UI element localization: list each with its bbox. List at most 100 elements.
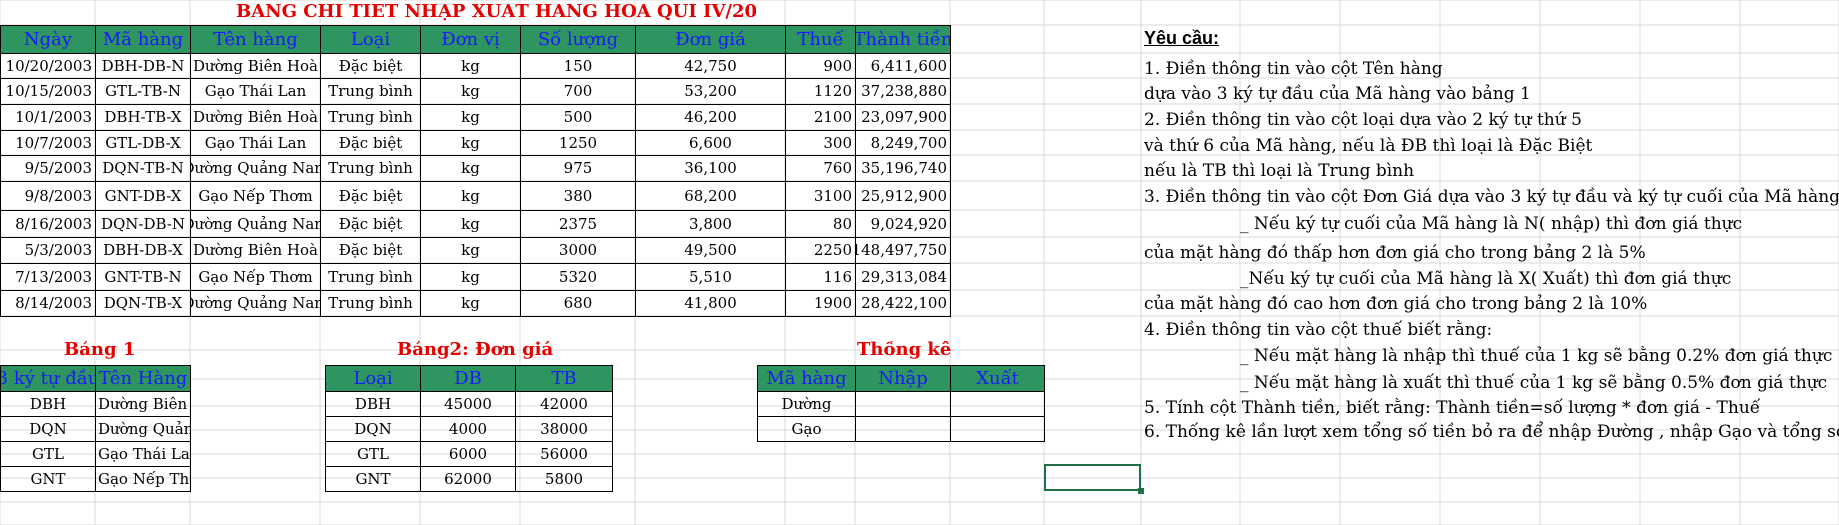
table-cell[interactable]: 23,097,900 bbox=[855, 104, 951, 131]
table-cell[interactable]: 8/16/2003 bbox=[0, 210, 96, 238]
table-cell[interactable]: Dường Biên Hoà bbox=[95, 391, 191, 417]
column-header[interactable]: Ngày bbox=[0, 25, 96, 54]
column-header[interactable]: TB bbox=[515, 365, 613, 392]
table-cell[interactable]: 3000 bbox=[520, 237, 636, 264]
table-cell[interactable]: 150 bbox=[520, 53, 636, 79]
table-cell[interactable]: Dường Biên Hoà bbox=[190, 237, 321, 264]
table-cell[interactable]: kg bbox=[420, 78, 521, 105]
table-cell[interactable]: 36,100 bbox=[635, 155, 786, 182]
active-cell-selection[interactable] bbox=[1044, 464, 1141, 491]
table-cell[interactable]: 6,411,600 bbox=[855, 53, 951, 79]
table-cell[interactable]: 5800 bbox=[515, 466, 613, 492]
column-header[interactable]: DB bbox=[420, 365, 516, 392]
column-header[interactable]: Mã hàng bbox=[95, 25, 191, 54]
table-cell[interactable]: GNT-TB-N bbox=[95, 263, 191, 291]
table-cell[interactable]: Gạo bbox=[757, 416, 856, 442]
table-cell[interactable]: 10/15/2003 bbox=[0, 78, 96, 105]
table-cell[interactable]: 53,200 bbox=[635, 78, 786, 105]
table-cell[interactable]: Dường Biên Hoà bbox=[190, 104, 321, 131]
table-cell[interactable]: 29,313,084 bbox=[855, 263, 951, 291]
table-cell[interactable]: 28,422,100 bbox=[855, 290, 951, 317]
column-header[interactable]: Nhập bbox=[855, 365, 951, 392]
table-cell[interactable]: Trung bình bbox=[320, 290, 421, 317]
column-header[interactable]: Thành tiền bbox=[855, 25, 951, 54]
table-cell[interactable]: 1900 bbox=[785, 290, 856, 317]
column-header[interactable]: Loại bbox=[325, 365, 421, 392]
table-cell[interactable]: 8,249,700 bbox=[855, 130, 951, 156]
table-cell[interactable]: 10/1/2003 bbox=[0, 104, 96, 131]
table-cell[interactable]: DQN bbox=[325, 416, 421, 442]
table-cell[interactable]: 1250 bbox=[520, 130, 636, 156]
table-cell[interactable]: 380 bbox=[520, 181, 636, 211]
table-cell[interactable]: 42000 bbox=[515, 391, 613, 417]
table-cell[interactable]: 1120 bbox=[785, 78, 856, 105]
table-cell[interactable]: kg bbox=[420, 290, 521, 317]
table-cell[interactable] bbox=[855, 416, 951, 442]
table-cell[interactable]: DBH bbox=[0, 391, 96, 417]
table-cell[interactable]: 10/7/2003 bbox=[0, 130, 96, 156]
table-cell[interactable]: GTL-TB-N bbox=[95, 78, 191, 105]
table-cell[interactable]: 4000 bbox=[420, 416, 516, 442]
table-cell[interactable]: DBH bbox=[325, 391, 421, 417]
table-cell[interactable]: 680 bbox=[520, 290, 636, 317]
table-cell[interactable]: Trung bình bbox=[320, 78, 421, 105]
table-cell[interactable]: DQN-TB-N bbox=[95, 155, 191, 182]
table-cell[interactable]: Trung bình bbox=[320, 263, 421, 291]
table-cell[interactable]: 6,600 bbox=[635, 130, 786, 156]
column-header[interactable]: Đơn giá bbox=[635, 25, 786, 54]
table-cell[interactable]: 900 bbox=[785, 53, 856, 79]
table-cell[interactable]: 80 bbox=[785, 210, 856, 238]
table-cell[interactable]: GNT bbox=[0, 466, 96, 492]
table-cell[interactable]: Gạo Thái Lan bbox=[95, 441, 191, 467]
table-cell[interactable]: 9/5/2003 bbox=[0, 155, 96, 182]
table-cell[interactable]: Gạo Nếp Thơm bbox=[95, 466, 191, 492]
table-cell[interactable]: 35,196,740 bbox=[855, 155, 951, 182]
table-cell[interactable]: 7/13/2003 bbox=[0, 263, 96, 291]
table-cell[interactable]: 700 bbox=[520, 78, 636, 105]
table-cell[interactable]: 38000 bbox=[515, 416, 613, 442]
table-cell[interactable]: DBH-TB-X bbox=[95, 104, 191, 131]
table-cell[interactable]: Dường Biên Hoà bbox=[190, 53, 321, 79]
table-cell[interactable] bbox=[855, 391, 951, 417]
table-cell[interactable]: Dường Quảng Nam bbox=[190, 210, 321, 238]
table-cell[interactable] bbox=[950, 391, 1045, 417]
table-cell[interactable]: kg bbox=[420, 104, 521, 131]
table-cell[interactable]: 25,912,900 bbox=[855, 181, 951, 211]
table-cell[interactable]: 116 bbox=[785, 263, 856, 291]
table-cell[interactable]: 6000 bbox=[420, 441, 516, 467]
table-cell[interactable]: 45000 bbox=[420, 391, 516, 417]
table-cell[interactable]: Gạo Nếp Thơm bbox=[190, 263, 321, 291]
table-cell[interactable]: Trung bình bbox=[320, 155, 421, 182]
column-header[interactable]: 3 ký tự đầu bbox=[0, 365, 96, 392]
table-cell[interactable]: DQN-TB-X bbox=[95, 290, 191, 317]
table-cell[interactable]: Đặc biệt bbox=[320, 237, 421, 264]
table-cell[interactable]: kg bbox=[420, 263, 521, 291]
column-header[interactable]: Loại bbox=[320, 25, 421, 54]
table-cell[interactable]: 8/14/2003 bbox=[0, 290, 96, 317]
table-cell[interactable]: Gạo Thái Lan bbox=[190, 78, 321, 105]
table-cell[interactable]: kg bbox=[420, 181, 521, 211]
table-cell[interactable]: kg bbox=[420, 53, 521, 79]
table-cell[interactable]: 2375 bbox=[520, 210, 636, 238]
table-cell[interactable]: DBH-DB-X bbox=[95, 237, 191, 264]
table-cell[interactable]: 760 bbox=[785, 155, 856, 182]
table-cell[interactable]: 56000 bbox=[515, 441, 613, 467]
table-cell[interactable]: 3100 bbox=[785, 181, 856, 211]
table-cell[interactable]: 62000 bbox=[420, 466, 516, 492]
table-cell[interactable]: 9/8/2003 bbox=[0, 181, 96, 211]
table-cell[interactable]: Gạo Thái Lan bbox=[190, 130, 321, 156]
column-header[interactable]: Tên hàng bbox=[190, 25, 321, 54]
column-header[interactable]: Mã hàng bbox=[757, 365, 856, 392]
column-header[interactable]: Tên Hàng bbox=[95, 365, 191, 392]
table-cell[interactable]: GTL bbox=[325, 441, 421, 467]
table-cell[interactable]: DQN-DB-N bbox=[95, 210, 191, 238]
column-header[interactable]: Đơn vị bbox=[420, 25, 521, 54]
table-cell[interactable]: 41,800 bbox=[635, 290, 786, 317]
table-cell[interactable]: Dường Quảng Nam bbox=[190, 155, 321, 182]
table-cell[interactable]: 5/3/2003 bbox=[0, 237, 96, 264]
table-cell[interactable]: GTL bbox=[0, 441, 96, 467]
table-cell[interactable]: 37,238,880 bbox=[855, 78, 951, 105]
table-cell[interactable]: 300 bbox=[785, 130, 856, 156]
table-cell[interactable]: GNT bbox=[325, 466, 421, 492]
column-header[interactable]: Xuất bbox=[950, 365, 1045, 392]
